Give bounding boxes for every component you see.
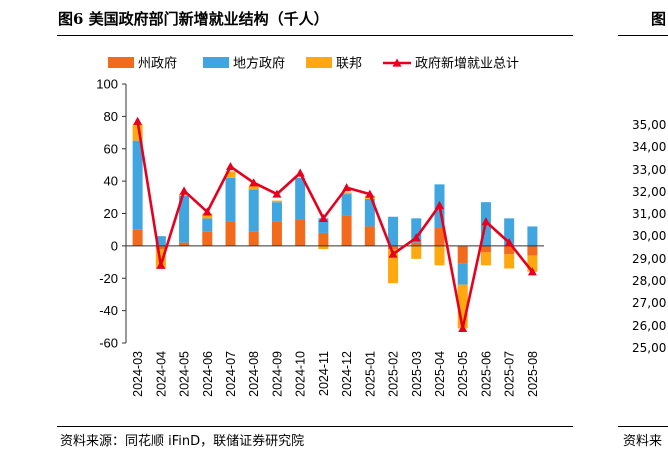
bar-state <box>527 246 537 256</box>
x-tick-label: 2024-09 <box>270 351 284 397</box>
right-panel-tick-label: 28,00 <box>632 270 668 292</box>
right-panel-tick-label: 29,00 <box>632 248 668 270</box>
bar-local <box>249 189 259 231</box>
right-panel-tick-label: 33,00 <box>632 159 668 181</box>
right-panel-tick-label: 31,00 <box>632 203 668 225</box>
total-point-marker <box>226 162 235 170</box>
right-panel-title-fragment: 图 <box>651 8 666 29</box>
bar-state <box>226 222 236 246</box>
bar-local <box>226 178 236 222</box>
bar-local <box>295 178 305 220</box>
legend-label: 地方政府 <box>233 56 285 72</box>
right-panel-source-fragment: 资料来 <box>623 430 668 449</box>
bar-state <box>202 231 212 246</box>
x-tick-label: 2025-03 <box>410 351 424 397</box>
x-tick-label: 2024-12 <box>340 351 354 397</box>
total-line <box>138 121 533 328</box>
right-panel-tick-label: 30,00 <box>632 225 668 247</box>
bar-federal <box>435 246 445 265</box>
bar-state <box>272 222 282 246</box>
y-tick-label: 80 <box>104 109 118 124</box>
bar-federal <box>249 186 259 189</box>
right-panel-y-ticks: 35,00 34,00 33,00 32,00 31,00 30,00 29,00 28,00… <box>632 114 668 359</box>
legend-swatch <box>306 57 332 68</box>
bar-state <box>342 215 352 246</box>
total-point-marker <box>180 186 189 194</box>
y-tick-label: -40 <box>99 303 118 318</box>
y-tick-label: 0 <box>111 238 118 253</box>
right-panel-source-rule <box>618 426 668 427</box>
bar-local <box>527 226 537 245</box>
x-tick-label: 2024-06 <box>201 351 215 397</box>
x-tick-label: 2024-08 <box>247 351 261 397</box>
bar-state <box>318 233 328 246</box>
bar-state <box>365 226 375 245</box>
y-tick-label: -60 <box>99 336 118 351</box>
bar-local <box>202 218 212 231</box>
legend-label: 州政府 <box>138 57 177 72</box>
total-point-marker <box>296 169 305 177</box>
x-tick-label: 2024-11 <box>317 351 331 396</box>
bar-state <box>295 220 305 246</box>
right-panel-title-rule <box>618 35 668 36</box>
right-panel-tick-label: 25,00 <box>632 337 668 359</box>
x-tick-label: 2025-02 <box>387 351 401 397</box>
x-tick-label: 2025-08 <box>526 351 540 397</box>
x-tick-label: 2024-07 <box>224 351 238 397</box>
y-tick-label: 60 <box>104 141 118 156</box>
bar-local <box>342 194 352 215</box>
legend-swatch <box>108 57 134 68</box>
y-tick-label: 20 <box>104 206 118 221</box>
x-tick-label: 2025-05 <box>456 351 470 397</box>
y-tick-label: -20 <box>99 271 118 286</box>
bar-federal <box>504 254 514 269</box>
bar-federal <box>411 246 421 259</box>
bar-state <box>133 230 143 246</box>
y-tick-label: 100 <box>96 77 118 92</box>
legend-label: 政府新增就业总计 <box>415 56 519 72</box>
x-tick-label: 2025-01 <box>363 351 377 397</box>
chart: 100 80 60 40 20 0 -20 -40 -60 2024-03 2024-04 2024-… <box>0 0 668 457</box>
x-tick-label: 2024-04 <box>154 351 168 397</box>
x-tick-label: 2024-10 <box>294 351 308 397</box>
x-tick-label: 2025-07 <box>503 351 517 397</box>
bar-federal <box>481 252 491 265</box>
right-panel-tick-label: 34,00 <box>632 136 668 158</box>
right-panel-tick-label: 35,00 <box>632 114 668 136</box>
bar-state <box>481 246 491 252</box>
right-panel-tick-label: 32,00 <box>632 181 668 203</box>
y-tick-label: 40 <box>104 174 118 189</box>
x-tick-label: 2024-05 <box>178 351 192 397</box>
x-tick-label: 2025-04 <box>433 351 447 397</box>
bar-federal <box>272 201 282 203</box>
x-tick-label: 2025-06 <box>479 351 493 397</box>
legend-label: 联邦 <box>336 57 362 72</box>
source-rule <box>57 426 573 427</box>
source-note: 资料来源：同花顺 iFinD，联储证券研究院 <box>60 430 304 449</box>
x-tick-label: 2024-03 <box>131 351 145 397</box>
right-panel-tick-label: 26,00 <box>632 315 668 337</box>
total-point-marker <box>133 117 142 125</box>
bar-state <box>458 246 468 264</box>
bar-local <box>458 264 468 285</box>
bar-local <box>272 202 282 221</box>
legend-swatch <box>203 57 229 68</box>
bar-local <box>133 141 143 230</box>
bar-state <box>249 231 259 246</box>
right-panel-tick-label: 27,00 <box>632 292 668 314</box>
